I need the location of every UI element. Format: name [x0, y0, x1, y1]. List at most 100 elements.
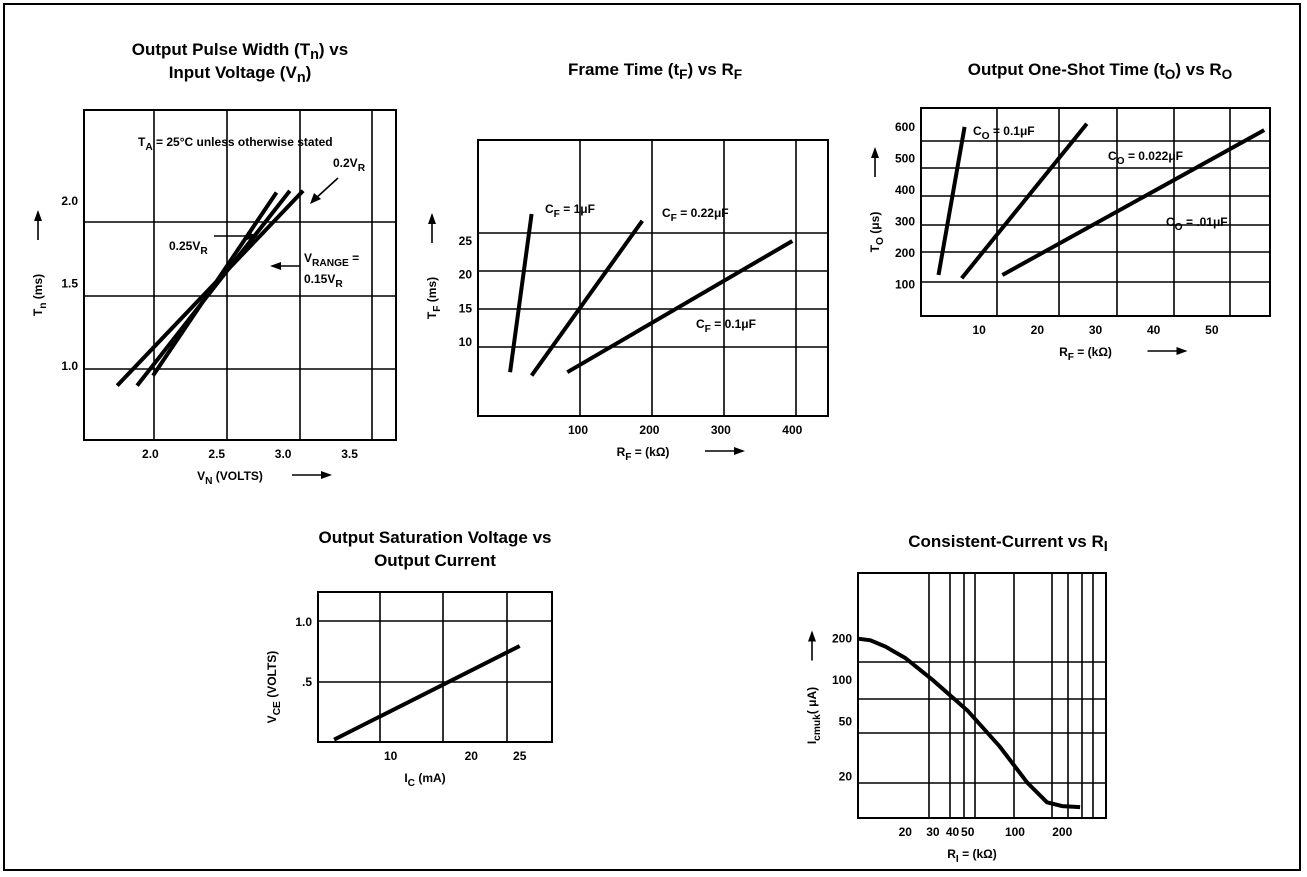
y-tick-label: 400: [895, 183, 915, 197]
plot-frame: [317, 591, 553, 743]
x-axis-label-main: R: [947, 847, 956, 861]
plot-frame: [920, 107, 1271, 317]
label-co-0.022uF: CO = 0.022μF: [1108, 149, 1183, 167]
label-cf-0.1uF-sub: F: [705, 324, 711, 335]
conditions-note: TA = 25°C unless otherwise stated: [138, 135, 333, 153]
chart-title-line2: Output Current: [374, 551, 496, 570]
label-0.15VR-sub: R: [335, 279, 343, 290]
label-co-0.022uF-sub: O: [1117, 156, 1125, 167]
series-line-2: [960, 122, 1089, 280]
y-axis-label-rest: (ms): [425, 277, 439, 306]
chart-title-line1-rest: ) vs: [319, 40, 348, 59]
y-axis-label-sub: n: [38, 303, 49, 309]
title-sub: F: [679, 67, 687, 82]
x-axis-label: RF = (kΩ): [1059, 345, 1112, 363]
y-tick-label: 1.5: [61, 276, 78, 290]
x-axis-label-sub: C: [408, 778, 416, 789]
x-tick-label: 3.0: [275, 447, 292, 461]
datasheet-figure-panel: [3, 3, 1301, 871]
conditions-note-rest: = 25°C unless otherwise stated: [153, 135, 333, 149]
label-vrange: VRANGE =: [304, 251, 359, 269]
x-axis-arrow-head: [734, 447, 745, 455]
x-tick-label: 100: [1005, 825, 1025, 839]
plot-frame: [83, 109, 397, 441]
conditions-note-sub: A: [145, 142, 153, 153]
title-sub: O: [1165, 67, 1176, 82]
x-axis-label: RI = (kΩ): [947, 847, 996, 865]
x-axis-label-rest: = (kΩ): [959, 847, 997, 861]
title-part: ) vs R: [1175, 60, 1221, 79]
chart-title-line1: Output Saturation Voltage vs: [319, 528, 552, 547]
y-axis-label-rest: (ms): [31, 274, 45, 303]
label-cf-1uF-rest: = 1μF: [560, 202, 595, 216]
x-tick-label: 10: [384, 749, 398, 763]
label-0.2VR-main: 0.2V: [333, 156, 358, 170]
x-axis-label: IC (mA): [404, 771, 445, 789]
label-cf-1uF-main: C: [545, 202, 554, 216]
chart-title: Frame Time (tF) vs RF: [568, 60, 742, 82]
chart-title-line1: Output Pulse Width (Tn) vs: [132, 40, 348, 63]
label-cf-0.22uF: CF = 0.22μF: [662, 206, 729, 224]
label-cf-0.22uF-main: C: [662, 206, 671, 220]
y-tick-label: 200: [895, 246, 915, 260]
x-tick-label: 30: [1089, 323, 1103, 337]
label-co-0.022uF-rest: = 0.022μF: [1125, 149, 1183, 163]
plot-frame: [857, 572, 1107, 819]
y-axis-label-sub: CE: [272, 701, 283, 715]
y-axis-label-main: I: [805, 741, 819, 744]
y-axis-label-sub: F: [432, 306, 443, 312]
y-axis-label: TF (ms): [425, 277, 443, 319]
title-part: ) vs R: [687, 60, 733, 79]
y-axis-label-rest: (VOLTS): [265, 651, 279, 701]
y-axis-arrow-head: [34, 210, 42, 221]
y-tick-label: 300: [895, 214, 915, 228]
x-axis-label-rest: = (kΩ): [631, 445, 669, 459]
y-axis-label-sub: O: [875, 237, 886, 245]
x-tick-label: 10: [972, 323, 986, 337]
plot-frame: [477, 139, 829, 417]
x-tick-label: 20: [465, 749, 479, 763]
arrow-0.25VR-head: [247, 232, 258, 240]
x-axis-label: VN (VOLTS): [197, 469, 263, 487]
x-tick-label: 3.5: [341, 447, 358, 461]
chart-4: Output Saturation Voltage vs Output Curre…: [265, 528, 553, 789]
y-axis-label-main: T: [425, 311, 439, 319]
series-line-3: [1001, 128, 1266, 277]
label-cf-0.22uF-sub: F: [671, 213, 677, 224]
y-axis-label: Tn (ms): [31, 274, 49, 316]
x-tick-label: 2.0: [142, 447, 159, 461]
y-tick-label: 10: [459, 335, 473, 349]
arrow-0.2VR: [314, 177, 339, 200]
x-axis-label-sub: N: [205, 476, 212, 487]
arrow-0.2VR-head: [310, 193, 321, 204]
y-axis-label-main: T: [31, 308, 45, 316]
label-co-0.022uF-main: C: [1108, 149, 1117, 163]
label-0.15VR: 0.15VR: [304, 272, 343, 290]
series-line-1: [857, 636, 1081, 810]
x-axis-label-main: V: [197, 469, 205, 483]
label-0.25VR: 0.25VR: [169, 239, 208, 257]
chart-title-line2-rest: ): [306, 63, 312, 82]
label-0.25VR-main: 0.25V: [169, 239, 200, 253]
series-line-1: [936, 126, 967, 276]
x-tick-label: 25: [513, 749, 527, 763]
y-axis-label: VCE (VOLTS): [265, 651, 283, 724]
arrow-vrange-head: [270, 262, 281, 270]
x-tick-label: 50: [1205, 323, 1219, 337]
label-co-0.1uF-rest: = 0.1μF: [990, 124, 1035, 138]
x-tick-label: 300: [711, 423, 731, 437]
y-tick-label: 1.0: [295, 615, 312, 629]
x-axis-label-main: R: [617, 445, 626, 459]
x-axis-label-sub: I: [956, 854, 959, 865]
series-line-2: [529, 219, 644, 377]
label-co-.01uF-rest: = .01μF: [1183, 215, 1228, 229]
y-tick-label: 50: [839, 715, 853, 729]
label-cf-0.1uF-main: C: [696, 317, 705, 331]
label-0.25VR-sub: R: [200, 246, 208, 257]
y-tick-label: 15: [459, 301, 473, 315]
chart-title-line2: Input Voltage (Vn): [169, 63, 312, 86]
x-axis-label-rest: (mA): [415, 771, 446, 785]
